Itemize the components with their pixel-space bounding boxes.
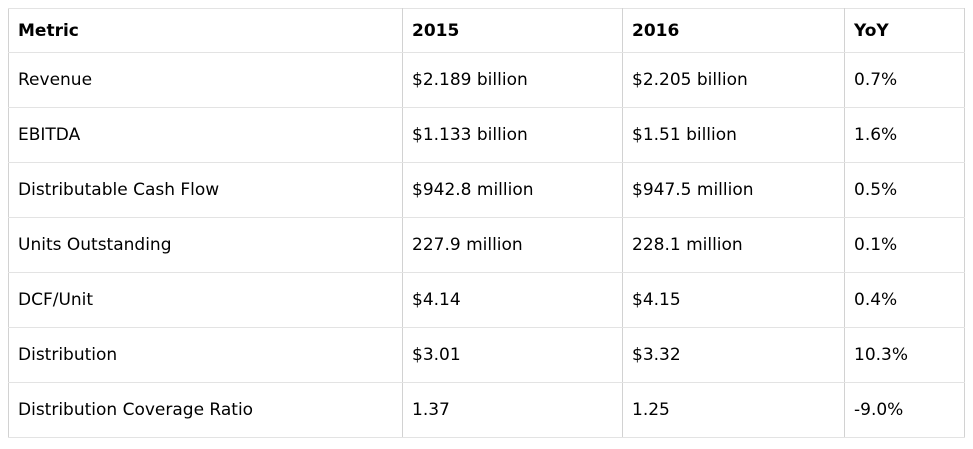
cell-yoy-value: -9.0% xyxy=(844,382,965,438)
cell-metric: Units Outstanding xyxy=(8,217,403,273)
column-header-yoy: YoY xyxy=(844,8,965,53)
cell-yoy-value: 0.7% xyxy=(844,52,965,108)
cell-2015-value: $4.14 xyxy=(402,272,623,328)
column-header-metric: Metric xyxy=(8,8,403,53)
cell-yoy-value: 0.4% xyxy=(844,272,965,328)
cell-metric: Distribution Coverage Ratio xyxy=(8,382,403,438)
cell-2015-value: 1.37 xyxy=(402,382,623,438)
table-row: Distributable Cash Flow $942.8 million $… xyxy=(8,162,965,218)
table-row: Distribution Coverage Ratio 1.37 1.25 -9… xyxy=(8,382,965,438)
table-row: Distribution $3.01 $3.32 10.3% xyxy=(8,327,965,383)
cell-2016-value: $2.205 billion xyxy=(622,52,845,108)
cell-yoy-value: 10.3% xyxy=(844,327,965,383)
financial-metrics-table: Metric 2015 2016 YoY Revenue $2.189 bill… xyxy=(8,8,965,438)
cell-2015-value: $1.133 billion xyxy=(402,107,623,163)
cell-metric: Distributable Cash Flow xyxy=(8,162,403,218)
cell-2016-value: $1.51 billion xyxy=(622,107,845,163)
cell-metric: EBITDA xyxy=(8,107,403,163)
cell-2015-value: $942.8 million xyxy=(402,162,623,218)
table-row: Units Outstanding 227.9 million 228.1 mi… xyxy=(8,217,965,273)
cell-metric: Distribution xyxy=(8,327,403,383)
table-row: DCF/Unit $4.14 $4.15 0.4% xyxy=(8,272,965,328)
cell-metric: Revenue xyxy=(8,52,403,108)
cell-2015-value: $3.01 xyxy=(402,327,623,383)
table-row: EBITDA $1.133 billion $1.51 billion 1.6% xyxy=(8,107,965,163)
cell-2016-value: $3.32 xyxy=(622,327,845,383)
cell-2016-value: $947.5 million xyxy=(622,162,845,218)
column-header-2015: 2015 xyxy=(402,8,623,53)
cell-yoy-value: 0.1% xyxy=(844,217,965,273)
cell-yoy-value: 0.5% xyxy=(844,162,965,218)
cell-metric: DCF/Unit xyxy=(8,272,403,328)
cell-2016-value: $4.15 xyxy=(622,272,845,328)
cell-2015-value: $2.189 billion xyxy=(402,52,623,108)
cell-yoy-value: 1.6% xyxy=(844,107,965,163)
table-row: Revenue $2.189 billion $2.205 billion 0.… xyxy=(8,52,965,108)
column-header-2016: 2016 xyxy=(622,8,845,53)
cell-2016-value: 1.25 xyxy=(622,382,845,438)
cell-2016-value: 228.1 million xyxy=(622,217,845,273)
cell-2015-value: 227.9 million xyxy=(402,217,623,273)
table-header-row: Metric 2015 2016 YoY xyxy=(8,8,965,53)
